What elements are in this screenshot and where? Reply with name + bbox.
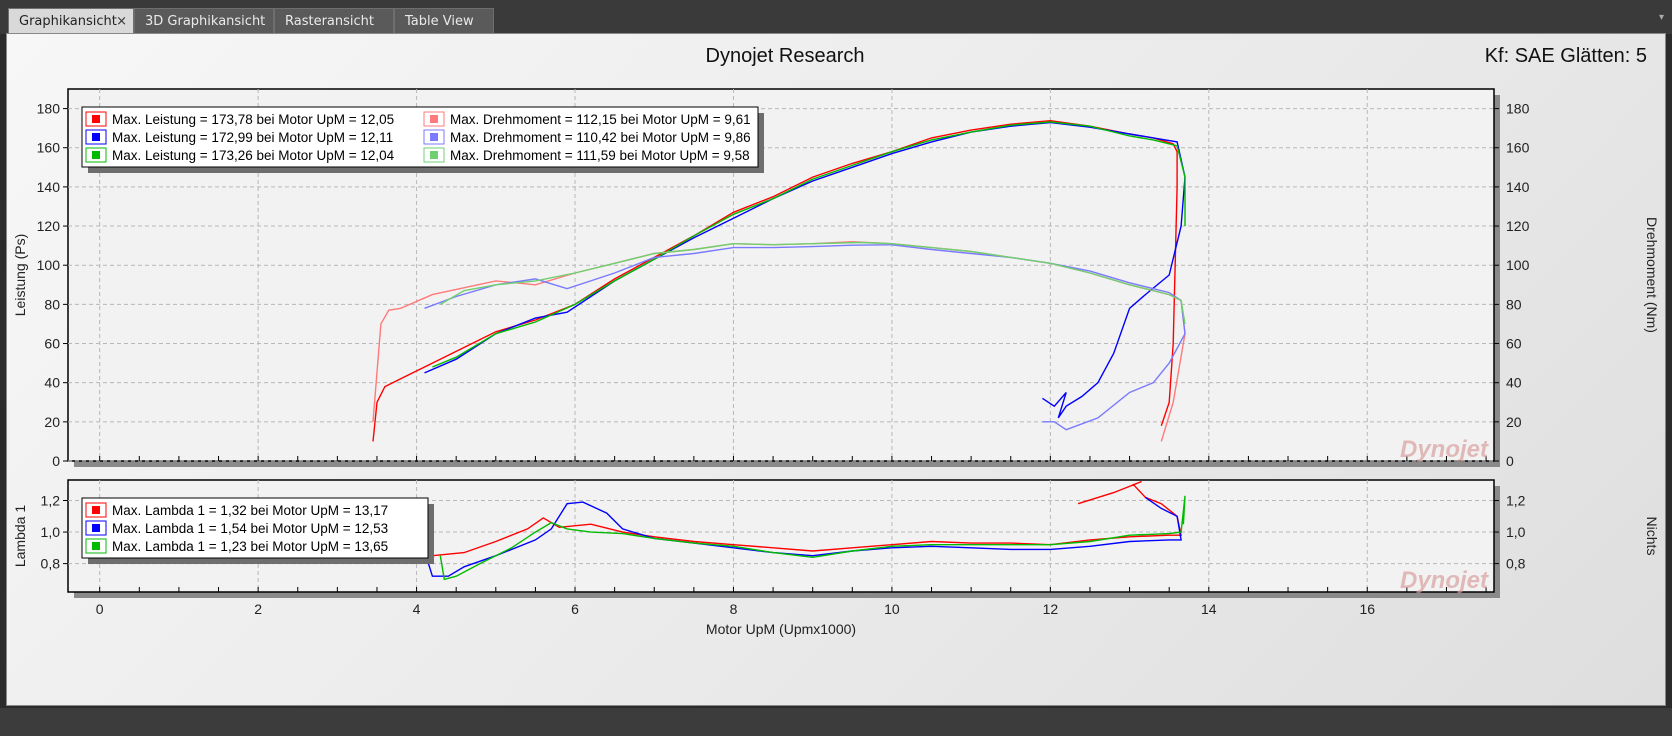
chevron-down-icon[interactable]: ▾ (1658, 12, 1664, 23)
y-tick-label-left: 80 (44, 296, 60, 312)
y-tick-label-left: 40 (44, 375, 60, 391)
legend-swatch (430, 115, 438, 123)
x-axis-label: Motor UpM (Upmx1000) (706, 621, 856, 637)
series-line (372, 119, 1178, 442)
x-tick-label: 16 (1359, 601, 1375, 617)
watermark: Dynojet (1400, 567, 1489, 594)
tab-graphikansicht[interactable]: Graphikansicht × (8, 8, 134, 33)
y-tick-label-right: 0 (1506, 453, 1514, 469)
legend-box (81, 106, 759, 168)
tab-label: Graphikansicht (19, 14, 117, 29)
legend-entry: Max. Lambda 1 = 1,23 bei Motor UpM = 13,… (112, 539, 388, 554)
y-tick-label-left: 180 (37, 101, 61, 117)
y-tick-label-left: 120 (37, 218, 61, 234)
status-bar (0, 708, 1672, 736)
y-tick-label-left: 0 (52, 453, 60, 469)
chart-title: Dynojet Research (706, 45, 865, 67)
y-tick-label-left: 1,0 (41, 524, 61, 540)
y-tick-label-right: 80 (1506, 296, 1522, 312)
tab-label: Table View (405, 14, 474, 29)
y-tick-label-left: 160 (37, 140, 61, 156)
dyno-chart: Dynojet Research Kf: SAE Glätten: 5 0 020… (12, 45, 1660, 637)
legend-entry: Max. Lambda 1 = 1,32 bei Motor UpM = 13,… (112, 503, 388, 518)
legend-entry: Max. Leistung = 173,26 bei Motor UpM = 1… (112, 148, 395, 163)
legend-swatch (92, 524, 100, 532)
legend-swatch (92, 506, 100, 514)
legend-entry: Max. Leistung = 173,78 bei Motor UpM = 1… (112, 112, 394, 127)
x-tick-label: 2 (254, 601, 262, 617)
legend-entry: Max. Drehmoment = 111,59 bei Motor UpM =… (450, 148, 750, 163)
legend-swatch (430, 133, 438, 141)
y2-axis-label: Nichts (1644, 517, 1660, 556)
y-tick-label-left: 1,2 (41, 493, 61, 509)
y-axis-label: Lambda 1 (12, 505, 28, 567)
x-tick-label: 4 (413, 601, 421, 617)
close-icon[interactable]: × (116, 14, 127, 29)
watermark: Dynojet (1400, 436, 1489, 463)
y-tick-label-right: 20 (1506, 414, 1522, 430)
legend-swatch (92, 542, 100, 550)
x-tick-label: 10 (884, 601, 900, 617)
tab-bar: Graphikansicht × 3D Graphikansicht Raste… (0, 0, 1672, 34)
y-axis-label: Leistung (Ps) (12, 234, 28, 316)
y-tick-label-left: 100 (37, 257, 61, 273)
legend-swatch (92, 115, 100, 123)
series-line (439, 495, 1186, 581)
tab-rasteransicht[interactable]: Rasteransicht (274, 8, 394, 33)
legend-swatch (92, 133, 100, 141)
legend-entry: Max. Drehmoment = 112,15 bei Motor UpM =… (450, 112, 751, 127)
chart-subtitle: Kf: SAE Glätten: 5 (1485, 45, 1647, 67)
graph-panel: Dynojet Research Kf: SAE Glätten: 5 0 0 20… (6, 33, 1666, 706)
legend-swatch (92, 151, 100, 159)
series-line (372, 480, 1182, 557)
legend-entry: Max. Lambda 1 = 1,54 bei Motor UpM = 12,… (112, 521, 388, 536)
legend-swatch (430, 151, 438, 159)
y2-axis-label: Drehmoment (Nm) (1644, 217, 1660, 333)
y-tick-label-right: 100 (1506, 257, 1530, 273)
tab-3d-graphikansicht[interactable]: 3D Graphikansicht (134, 8, 274, 33)
x-tick-label: 8 (730, 601, 738, 617)
x-tick-label: 6 (571, 601, 579, 617)
x-tick-label: 0 (96, 601, 104, 617)
y-tick-label-right: 140 (1506, 179, 1530, 195)
series-line (424, 244, 1186, 431)
y-tick-label-right: 1,2 (1506, 493, 1526, 509)
y-tick-label-right: 180 (1506, 101, 1530, 117)
y-tick-label-right: 160 (1506, 140, 1530, 156)
legend-entry: Max. Leistung = 172,99 bei Motor UpM = 1… (112, 130, 393, 145)
series-line (439, 241, 1186, 325)
y-tick-label-right: 40 (1506, 375, 1522, 391)
tab-table-view[interactable]: Table View (394, 8, 494, 33)
y-tick-label-left: 0,8 (41, 556, 61, 572)
y-tick-label-right: 1,0 (1506, 524, 1526, 540)
tab-label: Rasteransicht (285, 14, 375, 29)
legend-box (81, 497, 429, 559)
x-tick-label: 12 (1043, 601, 1059, 617)
tab-label: 3D Graphikansicht (145, 14, 266, 29)
y-tick-label-right: 0,8 (1506, 556, 1526, 572)
y-tick-label-left: 20 (44, 414, 60, 430)
y-tick-label-left: 140 (37, 179, 61, 195)
x-tick-label: 14 (1201, 601, 1217, 617)
y-tick-label-left: 60 (44, 336, 60, 352)
legend-entry: Max. Drehmoment = 110,42 bei Motor UpM =… (450, 130, 751, 145)
series-line (432, 121, 1186, 368)
y-tick-label-right: 60 (1506, 336, 1522, 352)
y-tick-label-right: 120 (1506, 218, 1530, 234)
